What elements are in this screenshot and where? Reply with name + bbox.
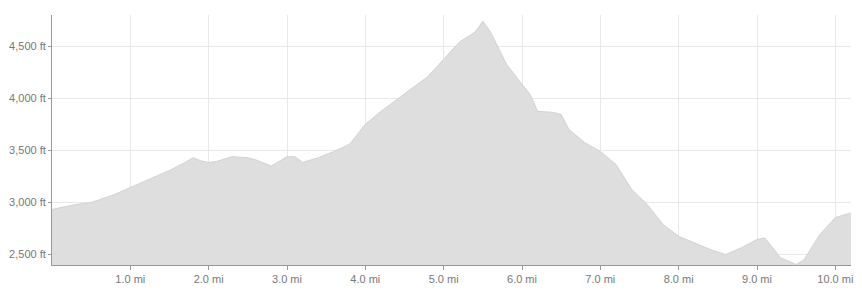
svg-text:4,500 ft: 4,500 ft: [9, 40, 46, 52]
svg-text:3.0 mi: 3.0 mi: [272, 273, 302, 285]
svg-text:5.0 mi: 5.0 mi: [429, 273, 459, 285]
svg-text:2,500 ft: 2,500 ft: [9, 248, 46, 260]
svg-text:1.0 mi: 1.0 mi: [115, 273, 145, 285]
svg-text:8.0 mi: 8.0 mi: [664, 273, 694, 285]
svg-text:4.0 mi: 4.0 mi: [350, 273, 380, 285]
svg-text:9.0 mi: 9.0 mi: [742, 273, 772, 285]
svg-text:3,000 ft: 3,000 ft: [9, 196, 46, 208]
svg-text:7.0 mi: 7.0 mi: [585, 273, 615, 285]
svg-text:3,500 ft: 3,500 ft: [9, 144, 46, 156]
svg-text:2.0 mi: 2.0 mi: [194, 273, 224, 285]
svg-text:4,000 ft: 4,000 ft: [9, 92, 46, 104]
svg-text:10.0 mi: 10.0 mi: [817, 273, 853, 285]
svg-text:6.0 mi: 6.0 mi: [507, 273, 537, 285]
